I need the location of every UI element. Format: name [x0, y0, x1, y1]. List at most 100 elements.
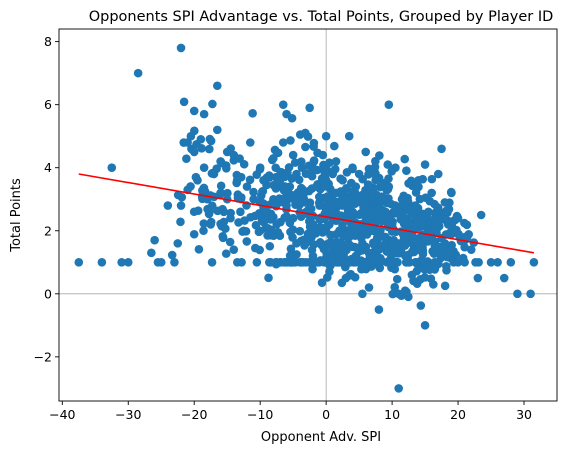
data-point	[255, 246, 264, 255]
x-tick-label: −10	[247, 407, 273, 422]
y-tick-label: 4	[44, 160, 52, 175]
data-point	[345, 258, 354, 267]
data-point	[289, 151, 298, 160]
data-point	[190, 107, 199, 116]
data-point	[398, 195, 407, 204]
data-point	[328, 245, 337, 254]
data-point	[391, 201, 400, 210]
data-point	[221, 224, 230, 233]
data-point	[411, 201, 420, 210]
data-point	[318, 278, 327, 287]
data-point	[200, 110, 209, 119]
data-point	[414, 245, 423, 254]
data-point	[434, 170, 443, 179]
x-tick-label: −40	[49, 407, 75, 422]
data-point	[427, 274, 436, 283]
data-point	[385, 182, 394, 191]
data-point	[391, 163, 400, 172]
data-point	[150, 236, 159, 245]
data-point	[375, 305, 384, 314]
data-point	[309, 220, 318, 229]
data-point	[393, 275, 402, 284]
data-point	[276, 176, 285, 185]
x-tick-label: −30	[115, 407, 141, 422]
data-point	[256, 226, 265, 235]
data-point	[381, 208, 390, 217]
data-point	[340, 249, 349, 258]
data-point	[269, 195, 278, 204]
x-tick-label: −20	[181, 407, 207, 422]
data-point	[259, 176, 268, 185]
data-point	[182, 154, 191, 163]
data-point	[187, 132, 196, 141]
data-point	[107, 163, 116, 172]
data-point	[322, 176, 331, 185]
data-point	[256, 163, 265, 172]
data-point	[500, 274, 509, 283]
data-point	[330, 142, 339, 151]
data-point	[335, 226, 344, 235]
y-tick-label: 6	[44, 97, 52, 112]
data-point	[414, 176, 423, 185]
data-point	[251, 212, 260, 221]
y-tick-label: 2	[44, 223, 52, 238]
data-point	[401, 214, 410, 223]
data-point	[408, 271, 417, 280]
data-point	[243, 182, 252, 191]
data-point	[427, 189, 436, 198]
data-point	[292, 239, 301, 248]
data-point	[302, 208, 311, 217]
data-point	[305, 170, 314, 179]
data-point	[352, 252, 361, 261]
data-point	[338, 176, 347, 185]
data-point	[98, 258, 107, 267]
data-point	[218, 232, 227, 241]
y-tick-label: −2	[34, 349, 52, 364]
data-point	[210, 170, 219, 179]
data-point	[280, 194, 289, 203]
data-point	[193, 176, 202, 185]
data-point	[296, 227, 305, 236]
data-point	[177, 44, 186, 53]
data-point	[236, 208, 245, 217]
data-point	[463, 221, 472, 230]
data-point	[417, 220, 426, 229]
data-point	[190, 230, 199, 239]
data-point	[226, 238, 235, 247]
y-tick-label: 0	[44, 286, 52, 301]
data-point	[368, 226, 377, 235]
data-point	[74, 258, 83, 267]
data-point	[292, 170, 301, 179]
data-point	[248, 109, 257, 118]
x-tick-label: 10	[384, 407, 400, 422]
data-point	[220, 208, 229, 217]
data-point	[460, 258, 469, 267]
data-point	[467, 245, 476, 254]
data-point	[321, 258, 330, 267]
data-point	[195, 245, 204, 254]
data-point	[442, 262, 451, 271]
data-point	[421, 321, 430, 330]
data-point	[194, 206, 203, 215]
data-point	[493, 258, 502, 267]
data-points	[74, 44, 538, 393]
data-point	[301, 129, 310, 138]
data-point	[299, 189, 308, 198]
x-axis-ticks: −40 −30 −20 −10 0 10 20 30	[49, 401, 532, 422]
y-tick-label: 8	[44, 34, 52, 49]
data-point	[199, 226, 208, 235]
y-axis-ticks: −2 0 2 4 6 8	[34, 34, 59, 364]
data-point	[264, 274, 273, 283]
data-point	[309, 252, 318, 261]
data-point	[441, 239, 450, 248]
data-point	[297, 157, 306, 166]
data-point	[279, 138, 288, 147]
data-point	[325, 220, 334, 229]
data-point	[430, 200, 439, 209]
data-point	[208, 258, 217, 267]
data-point	[321, 168, 330, 177]
data-point	[226, 214, 235, 223]
data-point	[450, 226, 459, 235]
data-point	[507, 258, 516, 267]
